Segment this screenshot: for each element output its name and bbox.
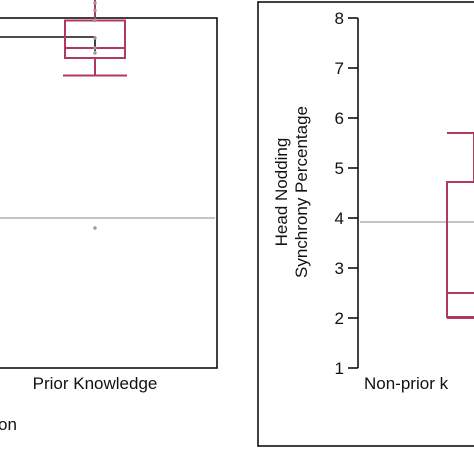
right-iqr-box [446,181,474,318]
right-y-axis: 1 2 3 4 5 6 7 8 [335,9,359,378]
right-x-tick-label: Non-prior k [364,374,449,393]
left-panel: Prior Knowledge on [0,0,218,434]
right-y-tick-label: 8 [335,9,344,28]
left-data-point [93,36,97,40]
right-y-tick-label: 2 [335,309,344,328]
left-points [93,1,97,230]
left-data-point [93,46,97,50]
left-data-point [93,226,97,230]
right-y-tick-label: 1 [335,359,344,378]
right-y-tick-label: 6 [335,109,344,128]
right-y-axis-label-line2: Synchrony Percentage [292,106,311,278]
right-y-axis-label-line1: Head Nodding [272,138,291,247]
right-box-group [446,132,474,319]
right-plot-frame [257,1,474,447]
left-data-point [93,18,97,23]
right-y-tick-label: 4 [335,209,344,228]
left-x-axis-label: on [0,415,17,434]
right-y-tick-label: 7 [335,59,344,78]
left-plot-frame [0,17,218,369]
right-y-tick-label: 5 [335,159,344,178]
left-data-point [93,51,97,55]
right-y-tick-label: 3 [335,259,344,278]
right-panel: 1 2 3 4 5 6 7 8 Head Nodding Synchrony Percenta… [257,1,474,447]
left-data-point [93,8,97,13]
left-data-point [93,1,97,5]
left-x-tick-label: Prior Knowledge [33,374,158,393]
